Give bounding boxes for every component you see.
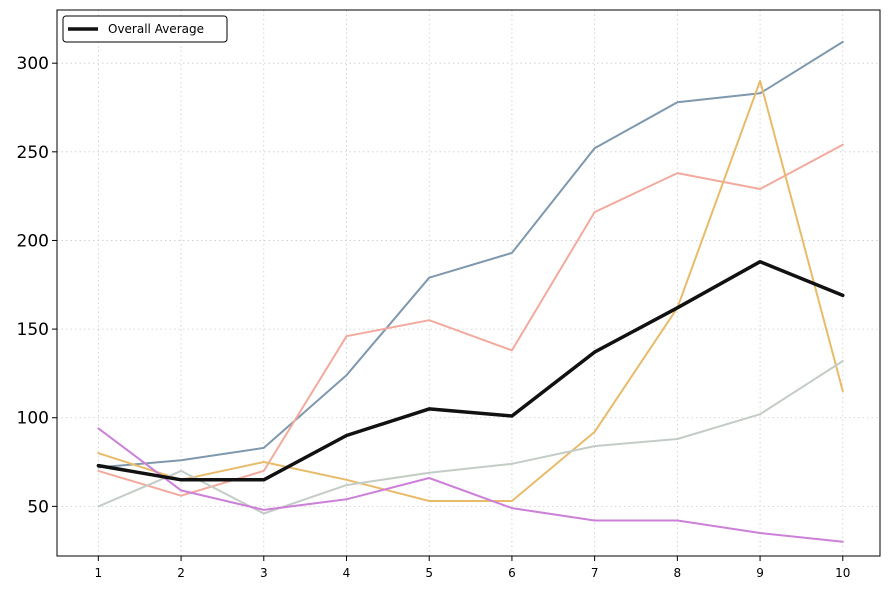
series-line-3 xyxy=(97,79,844,502)
y-tick-label: 50 xyxy=(27,497,49,517)
series-line-4 xyxy=(97,360,844,515)
plot-frame xyxy=(56,9,881,557)
x-tick-label: 4 xyxy=(343,566,351,580)
y-tick-label: 300 xyxy=(17,54,49,74)
y-tick-label: 200 xyxy=(17,231,49,251)
legend-label-overall-average: Overall Average xyxy=(108,22,204,36)
x-tick-label: 8 xyxy=(674,566,682,580)
x-tick-label: 1 xyxy=(95,566,103,580)
series-line-5 xyxy=(97,427,844,543)
series-line-overall-average xyxy=(96,259,845,482)
y-tick-label: 100 xyxy=(17,409,49,429)
x-tick-label: 3 xyxy=(260,566,268,580)
series-line-1 xyxy=(97,40,844,469)
x-tick-label: 6 xyxy=(508,566,516,580)
y-tick-label: 150 xyxy=(17,320,49,340)
series-lines xyxy=(96,40,845,543)
series-line-2 xyxy=(97,143,844,497)
y-axis: 50 100 150 200 250 300 xyxy=(17,54,57,517)
x-tick-label: 2 xyxy=(177,566,185,580)
x-tick-label: 10 xyxy=(835,566,850,580)
y-tick-label: 250 xyxy=(17,143,49,163)
x-tick-label: 9 xyxy=(756,566,764,580)
legend: Overall Average xyxy=(62,15,228,43)
x-tick-label: 7 xyxy=(591,566,599,580)
x-tick-label: 5 xyxy=(425,566,433,580)
plot-area xyxy=(57,10,880,556)
grid xyxy=(57,10,880,556)
x-axis: 1 2 3 4 5 6 7 8 9 10 xyxy=(95,556,850,580)
legend-box xyxy=(62,15,228,43)
